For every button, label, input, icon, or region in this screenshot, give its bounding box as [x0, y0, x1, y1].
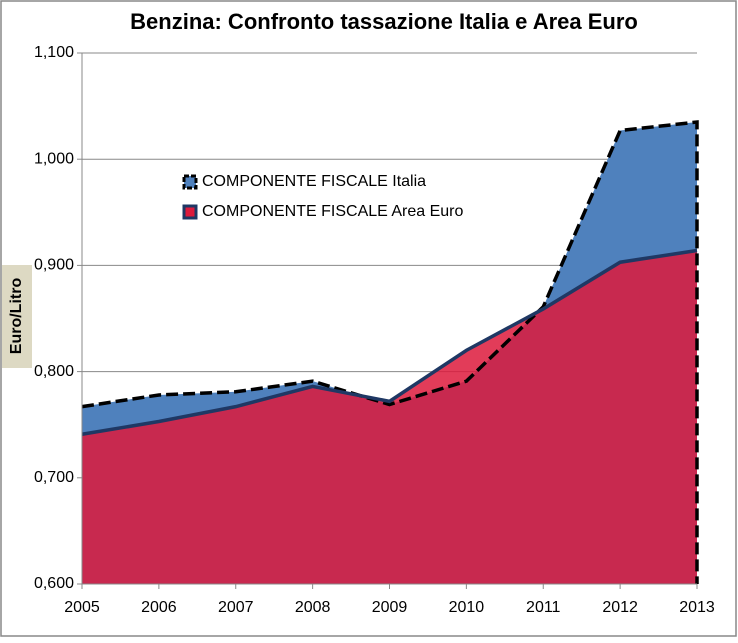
legend-swatch: [182, 204, 198, 220]
legend-label: COMPONENTE FISCALE Area Euro: [202, 203, 464, 220]
x-tick-label: 2005: [64, 599, 100, 616]
x-tick-label: 2011: [526, 599, 561, 616]
area: [82, 250, 697, 585]
chart-title: Benzina: Confronto tassazione Italia e A…: [130, 9, 638, 34]
x-tick-label: 2013: [679, 599, 715, 616]
legend-swatch: [182, 174, 198, 190]
y-tick-label: 0,900: [34, 257, 74, 274]
y-axis-label: Euro/Litro: [8, 278, 25, 355]
y-tick-label: 1,000: [34, 150, 74, 167]
x-tick-label: 2007: [218, 599, 254, 616]
y-tick-label: 0,600: [34, 575, 74, 592]
x-tick-label: 2009: [372, 599, 408, 616]
y-tick-label: 0,800: [34, 363, 74, 380]
y-tick-label: 0,700: [34, 469, 74, 486]
x-tick-label: 2012: [602, 599, 638, 616]
x-tick-label: 2008: [295, 599, 331, 616]
y-tick-label: 1,100: [34, 44, 74, 61]
x-tick-label: 2010: [449, 599, 485, 616]
y-label-box: [2, 265, 32, 368]
x-tick-label: 2006: [141, 599, 177, 616]
line: [81, 248, 698, 436]
legend-label: COMPONENTE FISCALE Italia: [202, 173, 426, 190]
